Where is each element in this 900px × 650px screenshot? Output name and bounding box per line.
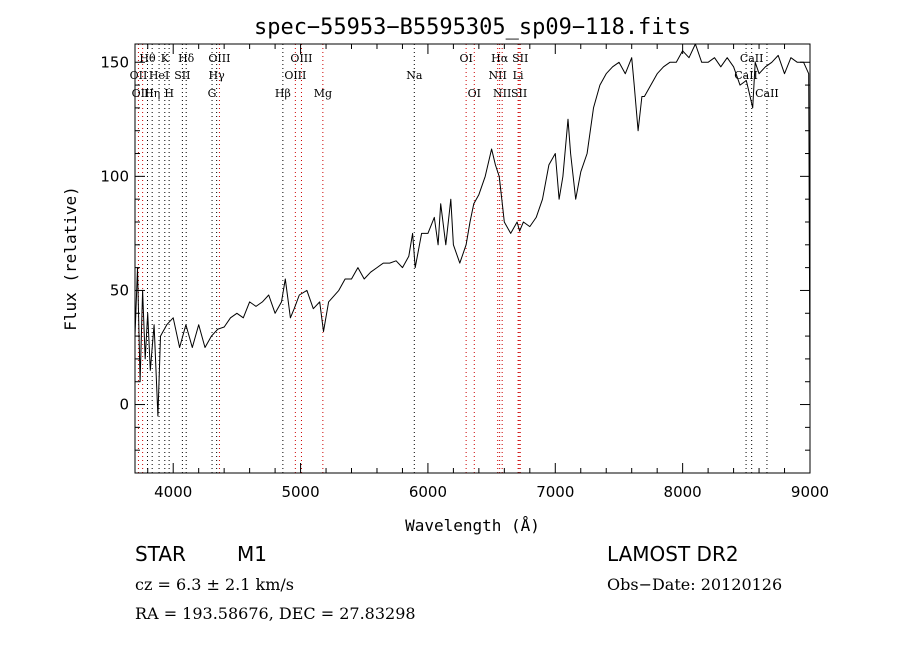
- spectral-line-label: OIII: [208, 52, 230, 65]
- spectral-line-label: H: [164, 87, 174, 100]
- object-subclass: M1: [237, 542, 267, 566]
- spectral-line-label: Hθ: [139, 52, 156, 65]
- spectral-line-label: HeI: [149, 69, 169, 82]
- spectral-line-label: CaII: [740, 52, 764, 65]
- x-axis-label: Wavelength (Å): [405, 516, 540, 535]
- spectral-line-label: CaII: [734, 69, 758, 82]
- spectral-line-label: Mg: [314, 87, 332, 100]
- y-axis-label: Flux (relative): [61, 186, 80, 331]
- spectral-line-label: Hη: [144, 87, 160, 100]
- x-tick-label: 9000: [791, 483, 829, 501]
- object-class: STAR: [135, 542, 186, 566]
- spectral-line-label: OIII: [290, 52, 312, 65]
- spectral-line-label: SII: [511, 87, 527, 100]
- spectral-line-label: OIII: [284, 69, 306, 82]
- spectral-line-label: OII: [130, 69, 148, 82]
- x-tick-label: 4000: [154, 483, 192, 501]
- y-tick-label: 50: [110, 281, 129, 299]
- spectral-line-label: K: [161, 52, 170, 65]
- x-tick-label: 6000: [409, 483, 447, 501]
- plot-frame: [134, 43, 811, 474]
- spectral-line-label: SII: [174, 69, 190, 82]
- spectral-line-label: NII: [489, 69, 507, 82]
- chart-title: spec−55953−B5595305_sp09−118.fits: [254, 15, 691, 40]
- spectral-line-label: Hγ: [209, 69, 226, 82]
- x-tick-label: 7000: [536, 483, 574, 501]
- y-tick-label: 150: [100, 53, 129, 71]
- spectral-line-label: CaII: [755, 87, 779, 100]
- coordinates-label: RA = 193.58676, DEC = 27.83298: [135, 604, 416, 623]
- spectral-line-label: SII: [512, 52, 528, 65]
- spectral-line-label: OIII: [132, 87, 154, 100]
- spectral-line-label: G: [208, 87, 217, 100]
- y-tick-label: 0: [119, 396, 129, 414]
- survey-name: LAMOST DR2: [607, 542, 739, 566]
- obs-date-label: Obs−Date: 20120126: [607, 575, 783, 594]
- spectral-line-label: OI: [468, 87, 481, 100]
- spectral-line-label: NII: [493, 87, 511, 100]
- y-tick-label: 100: [100, 167, 129, 185]
- spectrum-plot: 4000 5000 6000 7000 8000 9000 0 50 100 150 Hθ K Hδ OI…: [61, 15, 829, 535]
- x-tick-label: 5000: [281, 483, 319, 501]
- spectral-line-label: Na: [406, 69, 423, 82]
- spectral-line-label: Hβ: [275, 87, 291, 100]
- spectral-line-label: Hα: [491, 52, 509, 65]
- spectral-line-label: Hδ: [178, 52, 195, 65]
- x-tick-label: 8000: [664, 483, 702, 501]
- redshift-label: cz = 6.3 ± 2.1 km/s: [135, 575, 294, 594]
- spectral-line-label: OI: [459, 52, 472, 65]
- spectral-line-label: Li: [513, 69, 524, 82]
